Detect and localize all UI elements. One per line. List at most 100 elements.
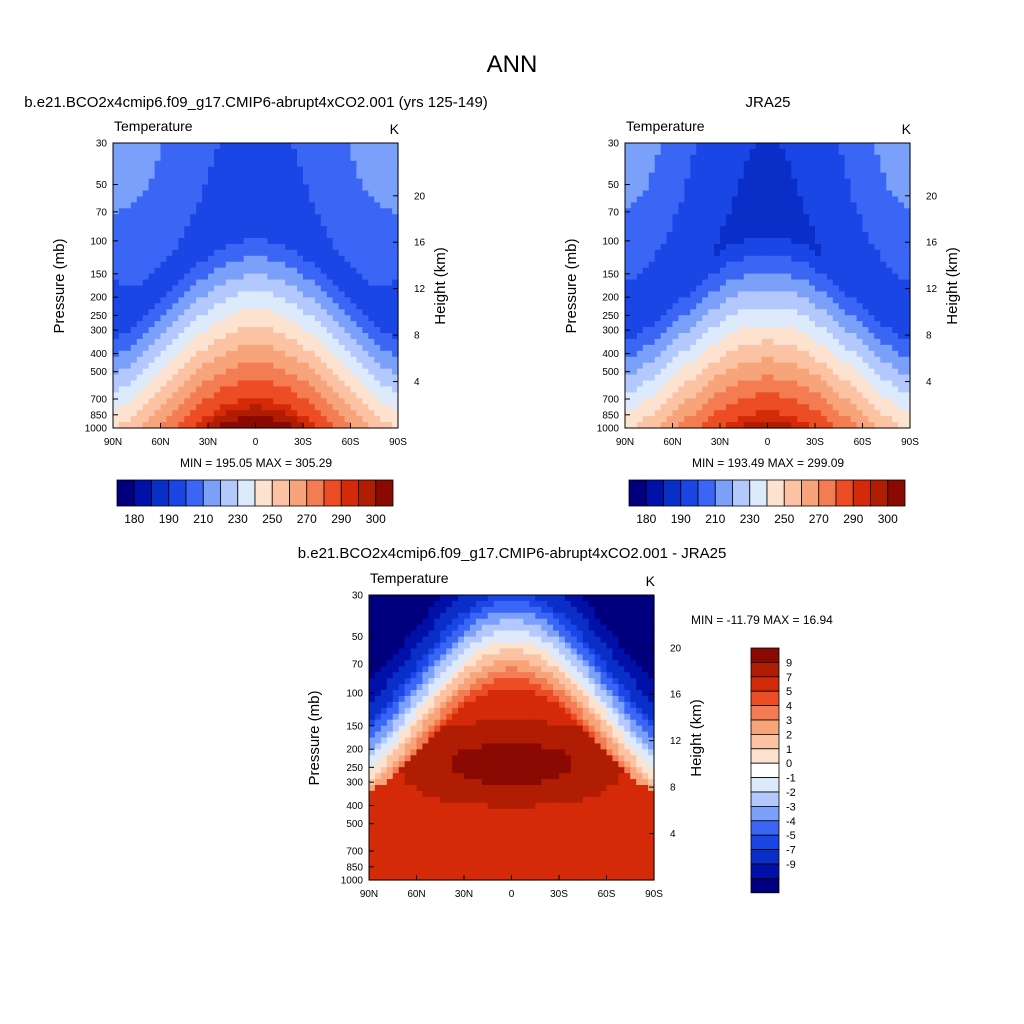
field-cell [225, 202, 233, 209]
field-cell [850, 279, 858, 287]
field-cell [130, 368, 138, 376]
field-cell [154, 404, 162, 411]
field-cell [255, 333, 263, 340]
colorbar-box [254, 479, 273, 507]
field-cell [636, 226, 644, 233]
field-cell [725, 214, 733, 221]
field-cell [130, 261, 138, 269]
field-cell [308, 303, 316, 310]
field-cell [338, 398, 346, 405]
field-cell [332, 422, 340, 429]
colorbar-box [801, 479, 820, 507]
field-cell [672, 196, 680, 203]
field-cell [154, 279, 162, 287]
field-cell [291, 422, 298, 429]
field-cell [820, 362, 828, 370]
field-cell [166, 273, 173, 281]
field-cell [368, 243, 375, 251]
field-cell [219, 220, 227, 227]
field-cell [231, 178, 239, 186]
field-cell [892, 368, 899, 376]
field-cell [279, 160, 286, 168]
field-cell [731, 154, 739, 162]
field-cell [196, 255, 203, 263]
field-cell [892, 214, 899, 221]
field-cell [547, 606, 554, 614]
field-cell [130, 303, 138, 310]
field-cell [541, 612, 548, 620]
field-cell [368, 392, 375, 399]
field-cell [892, 398, 899, 405]
field-cell [761, 356, 769, 364]
field-cell [196, 208, 203, 215]
field-cell [124, 309, 132, 316]
field-cell [630, 178, 638, 186]
field-cell [297, 279, 304, 287]
field-cell [904, 190, 911, 198]
field-cell [243, 214, 251, 221]
field-cell [291, 190, 298, 198]
field-cell [767, 267, 775, 275]
field-cell [196, 422, 203, 429]
field-cell [826, 398, 834, 405]
field-cell [648, 285, 656, 293]
field-cell [255, 232, 263, 239]
field-cell [261, 232, 268, 239]
field-cell [308, 410, 316, 417]
field-cell [493, 600, 501, 608]
field-cell [696, 309, 703, 316]
field-cell [696, 386, 703, 393]
field-cell [696, 255, 703, 263]
field-cell [219, 291, 227, 298]
field-cell [838, 243, 846, 251]
field-cell [136, 273, 144, 281]
field-cell [166, 154, 173, 162]
field-cell [208, 273, 215, 281]
field-cell [118, 160, 126, 168]
field-cell [642, 267, 650, 275]
field-cell [166, 368, 173, 376]
field-cell [714, 273, 721, 281]
field-cell [142, 309, 150, 316]
field-cell [326, 285, 334, 293]
field-cell [755, 143, 763, 150]
field-cell [696, 148, 703, 156]
field-cell [898, 344, 905, 352]
field-cell [690, 362, 697, 370]
field-cell [791, 226, 798, 233]
field-cell [255, 398, 263, 405]
field-cell [749, 338, 757, 346]
field-cell [291, 232, 298, 239]
field-cell [279, 333, 286, 340]
field-cell [720, 184, 727, 192]
field-cell [779, 232, 786, 239]
field-cell [231, 243, 239, 251]
field-cell [208, 315, 215, 322]
field-cell [743, 190, 751, 198]
field-cell [208, 374, 215, 382]
field-cell [815, 220, 822, 227]
field-cell [874, 309, 881, 316]
field-cell [743, 410, 751, 417]
field-cell [160, 333, 168, 340]
field-cell [279, 178, 286, 186]
field-cell [570, 606, 578, 614]
y2-tick-label: 16 [926, 238, 938, 249]
field-cell [785, 238, 792, 245]
field-cell [130, 321, 138, 328]
field-cell [856, 267, 864, 275]
field-cell [803, 303, 810, 310]
field-cell [202, 386, 209, 393]
field-cell [368, 226, 375, 233]
field-cell [314, 279, 322, 287]
field-cell [856, 214, 864, 221]
field-cell [374, 166, 381, 174]
field-cell [803, 172, 810, 180]
field-cell [625, 404, 632, 411]
field-cell [648, 160, 656, 168]
field-cell [815, 356, 822, 364]
field-cell [380, 226, 387, 233]
field-cell [136, 291, 144, 298]
field-cell [314, 321, 322, 328]
field-cell [625, 303, 632, 310]
